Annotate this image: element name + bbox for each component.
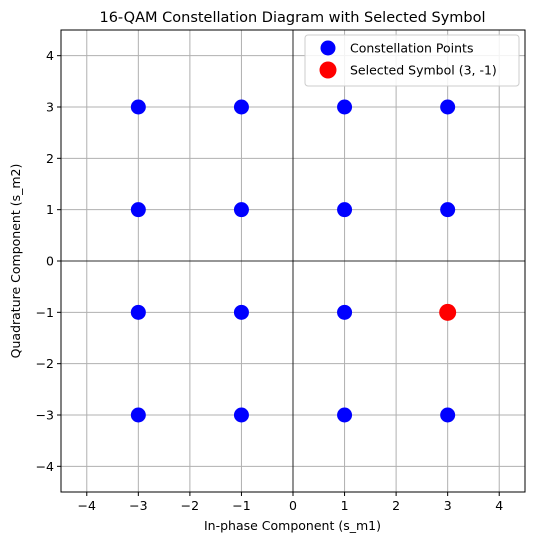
y-tick-label: −1: [36, 305, 54, 320]
legend-marker: [319, 61, 337, 79]
chart-title: 16-QAM Constellation Diagram with Select…: [99, 10, 485, 26]
constellation-point: [440, 202, 456, 218]
constellation-point: [233, 202, 249, 218]
legend-box: [304, 34, 520, 87]
legend-entry: Selected Symbol (3, -1): [350, 63, 497, 78]
y-tick-label: −4: [36, 459, 54, 474]
selected-symbol-point: [439, 303, 457, 321]
axis-ticks: −4 −3 −2 −1 0 1 2 3 4 −4 −3 −2 −1 0 1 2 3 4: [36, 48, 504, 513]
x-tick-label: 4: [495, 498, 503, 513]
x-tick-label: 0: [289, 498, 297, 513]
data-points: [130, 99, 457, 423]
constellation-point: [337, 304, 353, 320]
x-tick-label: 1: [341, 498, 349, 513]
constellation-point: [337, 99, 353, 115]
x-tick-label: −3: [129, 498, 147, 513]
y-tick-label: 2: [46, 151, 54, 166]
constellation-point: [337, 202, 353, 218]
constellation-point: [233, 304, 249, 320]
constellation-point: [233, 99, 249, 115]
x-axis-label: In-phase Component (s_m1): [204, 518, 381, 533]
constellation-point: [440, 99, 456, 115]
x-tick-label: −2: [181, 498, 199, 513]
constellation-point: [130, 202, 146, 218]
legend-marker: [320, 40, 336, 56]
y-tick-label: −2: [36, 356, 54, 371]
x-tick-label: −4: [78, 498, 96, 513]
constellation-point: [440, 407, 456, 423]
y-tick-label: 0: [46, 254, 54, 269]
zero-lines: [61, 30, 525, 492]
y-tick-label: 4: [46, 48, 54, 63]
x-tick-label: 2: [392, 498, 400, 513]
y-axis-label: Quadrature Component (s_m2): [8, 164, 23, 359]
constellation-point: [130, 99, 146, 115]
legend-entry: Constellation Points: [350, 41, 473, 56]
x-tick-label: 3: [444, 498, 452, 513]
constellation-point: [337, 407, 353, 423]
legend: Constellation Points Selected Symbol (3, …: [304, 34, 520, 87]
constellation-point: [130, 407, 146, 423]
y-tick-label: −3: [36, 408, 54, 423]
x-tick-label: −1: [232, 498, 250, 513]
y-tick-label: 1: [46, 202, 54, 217]
y-tick-label: 3: [46, 100, 54, 115]
constellation-point: [233, 407, 249, 423]
constellation-point: [130, 304, 146, 320]
